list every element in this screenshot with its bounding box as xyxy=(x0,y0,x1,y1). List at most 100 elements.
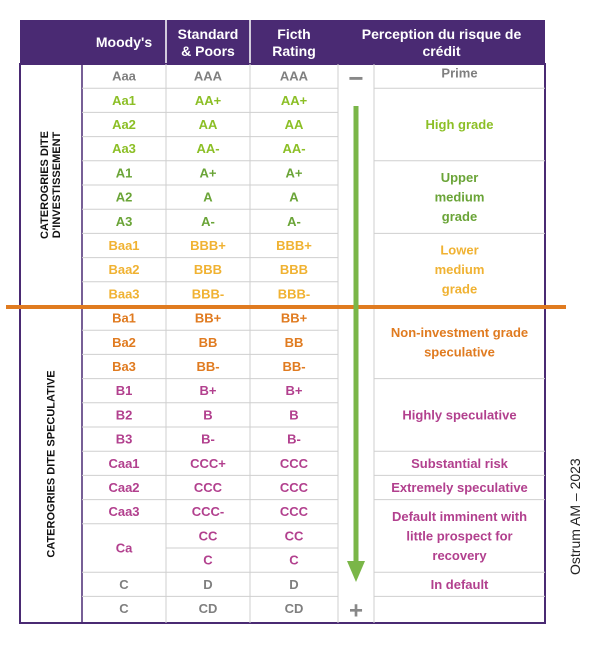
header-perception: crédit xyxy=(422,43,460,59)
fitch-rating: CCC xyxy=(280,456,309,471)
sp-rating: AAA xyxy=(194,69,223,84)
perception-label: Upper xyxy=(441,170,479,185)
sp-rating: BBB+ xyxy=(190,238,226,253)
fitch-rating: BB xyxy=(285,335,304,350)
fitch-rating: AA xyxy=(285,117,304,132)
sp-rating: AA xyxy=(199,117,218,132)
fitch-rating: AA+ xyxy=(281,93,308,108)
fitch-rating: B xyxy=(289,407,298,422)
sp-rating: CCC- xyxy=(192,504,225,519)
moodys-rating: A1 xyxy=(116,165,133,180)
fitch-rating: BBB xyxy=(280,262,308,277)
perception-label: medium xyxy=(435,262,485,277)
sp-rating: B+ xyxy=(200,383,217,398)
sp-rating: CC xyxy=(199,528,218,543)
sp-rating: CCC xyxy=(194,480,223,495)
fitch-rating: BBB- xyxy=(278,286,311,301)
perception-label: Substantial risk xyxy=(411,456,509,471)
source-credit: Ostrum AM – 2023 xyxy=(567,458,583,575)
sp-rating: A- xyxy=(201,214,215,229)
moodys-rating: B1 xyxy=(116,383,133,398)
perception-label: In default xyxy=(431,577,489,592)
investment-category-label: CATEROGRIES DITE D'INVESTISSEMENT xyxy=(38,131,63,239)
sp-rating: B- xyxy=(201,432,215,447)
perception-label: Extremely speculative xyxy=(391,480,528,495)
fitch-rating: B+ xyxy=(286,383,303,398)
fitch-rating: AA- xyxy=(282,141,305,156)
moodys-rating: A3 xyxy=(116,214,133,229)
moodys-rating: C xyxy=(119,577,129,592)
header-fitch: Ficth xyxy=(277,26,310,42)
fitch-rating: CC xyxy=(285,528,304,543)
header-standard-poors: & Poors xyxy=(181,43,235,59)
fitch-rating: C xyxy=(289,553,299,568)
sp-rating: CCC+ xyxy=(190,456,226,471)
header-bar xyxy=(20,20,545,64)
sp-rating: BB- xyxy=(196,359,219,374)
header-moodys: Moody's xyxy=(96,34,152,50)
fitch-rating: D xyxy=(289,577,298,592)
moodys-rating: B3 xyxy=(116,432,133,447)
plus-icon: + xyxy=(349,598,363,625)
fitch-rating: AAA xyxy=(280,69,309,84)
sp-rating: A+ xyxy=(200,165,217,180)
perception-label: High grade xyxy=(426,117,494,132)
moodys-rating: Aaa xyxy=(112,69,137,84)
sp-rating: AA+ xyxy=(195,93,222,108)
moodys-rating: Aa3 xyxy=(112,141,136,156)
moodys-rating: Baa2 xyxy=(108,262,139,277)
perception-label: medium xyxy=(435,190,485,205)
moodys-rating: Baa3 xyxy=(108,286,139,301)
fitch-rating: BBB+ xyxy=(276,238,312,253)
perception-label: speculative xyxy=(424,345,495,360)
sp-rating: BB+ xyxy=(195,311,222,326)
moodys-rating: Caa3 xyxy=(108,504,139,519)
sp-rating: C xyxy=(203,553,213,568)
sp-rating: B xyxy=(203,407,212,422)
moodys-rating: Ba3 xyxy=(112,359,136,374)
sp-rating: BBB xyxy=(194,262,222,277)
minus-icon: − xyxy=(348,63,363,93)
sp-rating: A xyxy=(203,190,213,205)
fitch-rating: A- xyxy=(287,214,301,229)
header-fitch: Rating xyxy=(272,43,316,59)
perception-label: Default imminent with xyxy=(392,509,527,524)
perception-label: Non-investment grade xyxy=(391,325,528,340)
moodys-rating: C xyxy=(119,601,129,616)
moodys-rating: Ba2 xyxy=(112,335,136,350)
perception-label: recovery xyxy=(432,548,487,563)
risk-arrow-head xyxy=(347,561,365,582)
perception-label: Prime xyxy=(441,66,477,81)
sp-rating: CD xyxy=(199,601,218,616)
sp-rating: BB xyxy=(199,335,218,350)
fitch-rating: CD xyxy=(285,601,304,616)
fitch-rating: B- xyxy=(287,432,301,447)
fitch-rating: CCC xyxy=(280,480,309,495)
moodys-rating: Aa2 xyxy=(112,117,136,132)
perception-label: grade xyxy=(442,209,477,224)
fitch-rating: BB- xyxy=(282,359,305,374)
header-standard-poors: Standard xyxy=(178,26,239,42)
moodys-rating: B2 xyxy=(116,407,133,422)
table-border xyxy=(19,63,546,624)
speculative-category-label: CATEROGRIES DITE SPECULATIVE xyxy=(45,370,58,558)
fitch-rating: BB+ xyxy=(281,311,308,326)
moodys-rating: Aa1 xyxy=(112,93,136,108)
sp-rating: D xyxy=(203,577,212,592)
moodys-rating: A2 xyxy=(116,190,133,205)
moodys-rating: Ba1 xyxy=(112,311,136,326)
sp-rating: BBB- xyxy=(192,286,225,301)
moodys-rating: Baa1 xyxy=(108,238,139,253)
fitch-rating: A+ xyxy=(286,165,303,180)
perception-label: little prospect for xyxy=(406,528,512,543)
perception-label: grade xyxy=(442,282,477,297)
perception-label: Highly speculative xyxy=(402,407,516,422)
perception-label: Lower xyxy=(440,243,478,258)
moodys-rating: Caa1 xyxy=(108,456,139,471)
moodys-rating: Ca xyxy=(116,541,133,556)
fitch-rating: CCC xyxy=(280,504,309,519)
moodys-rating: Caa2 xyxy=(108,480,139,495)
header-perception: Perception du risque de xyxy=(362,26,522,42)
fitch-rating: A xyxy=(289,190,299,205)
